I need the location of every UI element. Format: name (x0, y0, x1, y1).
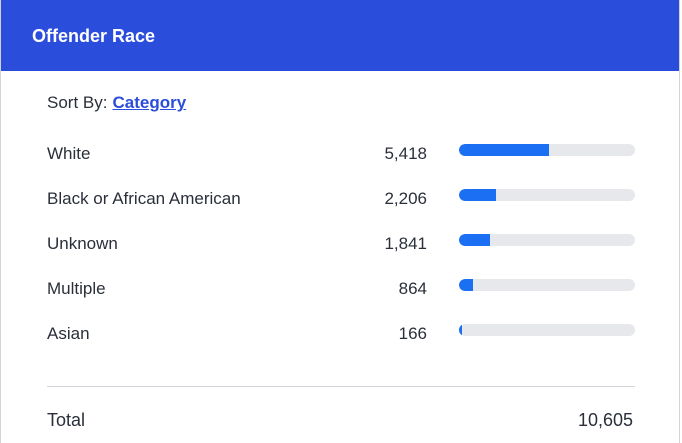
card-header: Offender Race (1, 0, 679, 71)
row-value: 1,841 (384, 234, 427, 253)
sort-category-link[interactable]: Category (112, 93, 187, 112)
progress-bar (459, 279, 635, 291)
list-item: Black or African American 2,206 (1, 188, 679, 212)
row-label: Unknown (47, 234, 118, 253)
card-title: Offender Race (32, 26, 156, 46)
row-value: 864 (398, 279, 427, 298)
progress-bar-fill (459, 189, 496, 201)
progress-bar (459, 324, 635, 336)
total-label: Total (47, 410, 86, 430)
divider (47, 386, 635, 387)
progress-bar-fill (459, 324, 462, 336)
sort-control: Sort By: Category (47, 93, 186, 113)
row-value: 5,418 (384, 144, 427, 163)
list-item: Unknown 1,841 (1, 233, 679, 257)
progress-bar (459, 144, 635, 156)
row-label: Black or African American (47, 189, 241, 208)
row-label: Multiple (47, 279, 106, 298)
list-item: White 5,418 (1, 143, 679, 167)
progress-bar (459, 234, 635, 246)
row-label: White (47, 144, 91, 163)
row-label: Asian (47, 324, 90, 343)
list-item: Multiple 864 (1, 278, 679, 302)
total-value: 10,605 (577, 410, 633, 430)
progress-bar-fill (459, 234, 490, 246)
row-value: 166 (398, 324, 427, 343)
progress-bar (459, 189, 635, 201)
progress-bar-fill (459, 144, 549, 156)
row-value: 2,206 (384, 189, 427, 208)
sort-label: Sort By: (47, 93, 108, 112)
list-item: Asian 166 (1, 323, 679, 347)
progress-bar-fill (459, 279, 473, 291)
